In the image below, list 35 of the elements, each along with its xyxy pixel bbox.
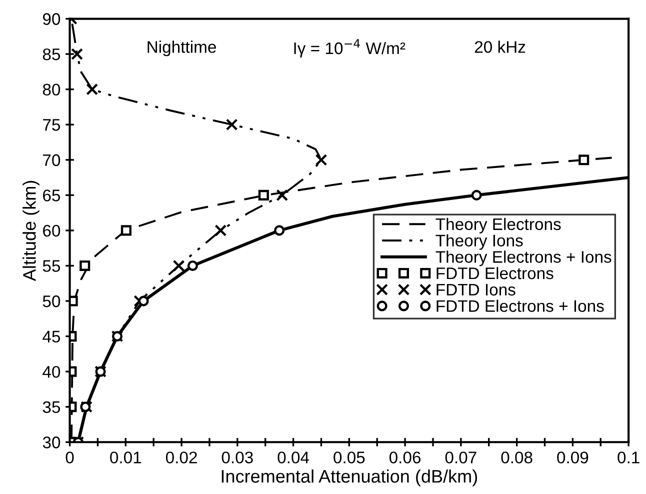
legend-label: Theory Ions bbox=[436, 234, 523, 250]
y-tick-label: 70 bbox=[43, 154, 60, 166]
y-tick-label: 30 bbox=[42, 436, 60, 448]
legend-label: FDTD Electrons + Ions bbox=[436, 300, 604, 312]
y-axis-title: Altitude (km) bbox=[22, 180, 40, 282]
x-tick-label: 0 bbox=[66, 452, 74, 464]
x-tick-label: 0.08 bbox=[501, 452, 532, 464]
x-tick-label: 0.1 bbox=[618, 452, 640, 464]
x-tick-label: 0.04 bbox=[278, 452, 310, 464]
annotation: Iγ = 10$^{−4}$ W/m² bbox=[294, 39, 406, 58]
y-tick-label: 85 bbox=[42, 48, 60, 60]
y-tick-label: 40 bbox=[42, 366, 60, 378]
legend-label: Theory Electrons bbox=[436, 218, 561, 234]
y-tick-label: 55 bbox=[42, 260, 60, 272]
y-tick-label: 60 bbox=[43, 224, 60, 237]
legend-label: Theory Electrons + Ions bbox=[436, 250, 612, 266]
y-tick-label: 80 bbox=[42, 84, 60, 96]
y-tick-label: 65 bbox=[43, 190, 60, 202]
x-tick-label: 0.01 bbox=[110, 452, 142, 464]
y-tick-label: 35 bbox=[42, 401, 60, 414]
y-tick-label: 45 bbox=[42, 330, 60, 342]
x-tick-label: 0.09 bbox=[557, 452, 588, 464]
y-tick-label: 50 bbox=[42, 295, 60, 308]
x-tick-label: 0.03 bbox=[222, 452, 253, 464]
x-tick-label: 0.05 bbox=[334, 452, 365, 464]
annotation: 20 kHz bbox=[474, 40, 526, 53]
x-axis-title: Incremental Attenuation (dB/km) bbox=[222, 469, 478, 486]
legend-label: FDTD Electrons bbox=[436, 266, 554, 280]
annotation: Nighttime bbox=[148, 40, 216, 56]
x-tick-label: 0.07 bbox=[445, 452, 476, 464]
x-tick-label: 0.06 bbox=[389, 452, 421, 464]
y-tick-label: 75 bbox=[43, 119, 60, 131]
y-tick-label: 90 bbox=[42, 13, 60, 25]
x-tick-label: 0.02 bbox=[166, 452, 197, 464]
legend-label: FDTD Ions bbox=[436, 284, 516, 296]
